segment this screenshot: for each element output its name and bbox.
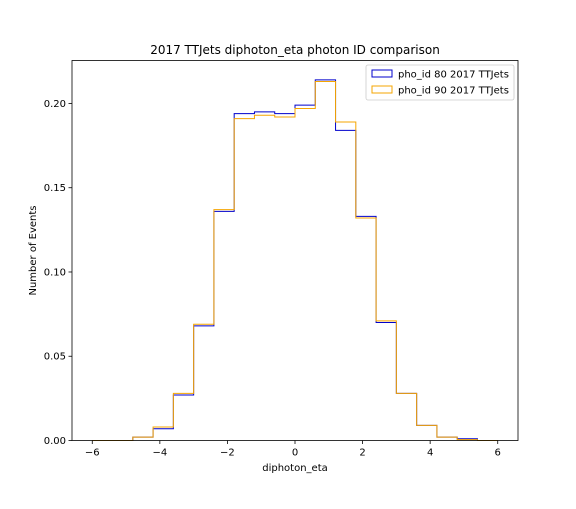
legend-swatch-pho-id-80 [371, 69, 393, 78]
plot-area [92, 79, 498, 441]
legend-label-pho-id-90: pho_id 90 2017 TTJets [398, 86, 509, 97]
y-tick-label: 0.20 [44, 99, 66, 110]
legend: pho_id 80 2017 TTJets pho_id 90 2017 TTJ… [365, 64, 515, 101]
legend-box [365, 64, 515, 101]
x-axis-label: diphoton_eta [262, 463, 328, 474]
x-tick-label: −6 [85, 448, 100, 459]
x-tick-label: −4 [152, 448, 167, 459]
y-tick-label: 0.10 [44, 267, 66, 278]
x-tick-label: 6 [495, 448, 501, 459]
x-axis-ticks: −6 −4 −2 0 2 4 6 [85, 440, 501, 459]
legend-swatch-pho-id-90 [371, 85, 393, 94]
series-line-1 [92, 81, 498, 441]
y-tick-label: 0.15 [44, 183, 66, 194]
y-tick-label: 0.00 [44, 436, 66, 447]
x-tick-label: 4 [427, 448, 433, 459]
x-tick-label: 0 [292, 448, 298, 459]
x-tick-label: 2 [359, 448, 365, 459]
y-axis-label: Number of Events [28, 205, 39, 295]
legend-label-pho-id-80: pho_id 80 2017 TTJets [398, 70, 509, 81]
chart-title: 2017 TTJets diphoton_eta photon ID compa… [150, 43, 440, 57]
y-axis-ticks: 0.00 0.05 0.10 0.15 0.20 [44, 99, 72, 447]
y-tick-label: 0.05 [44, 352, 66, 363]
x-tick-label: −2 [220, 448, 235, 459]
